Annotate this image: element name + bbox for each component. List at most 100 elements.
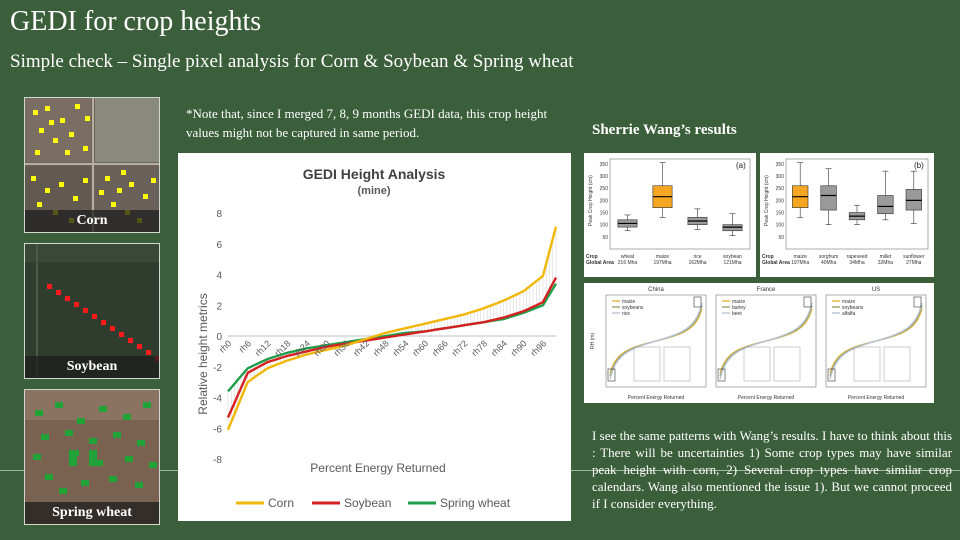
wheat-pixel [113,432,121,438]
y-tick-label: 2 [216,301,222,312]
x-tick-label: rh84 [489,338,509,358]
x-axis-label: Percent Energy Returned [628,395,685,401]
legend-label: Corn [268,496,294,510]
chart-title: GEDI Height Analysis [303,166,446,182]
gedi-chart-panel: GEDI Height Analysis (mine) 8 6 4 2 0 -2 -4 -6 -8 R… [178,153,571,521]
y-tick-label: 100 [600,223,609,229]
soybean-pixel [137,344,142,349]
zoom-box [803,296,812,308]
row-label-crop: Crop [762,254,774,260]
x-tick-label: rh90 [509,338,529,358]
y-axis-label: Peak Crop Height (cm) [588,175,594,226]
thumbnail-caption-wheat: Spring wheat [25,502,159,524]
row-label-area: Global Area [762,260,790,266]
corn-pixel [99,190,104,195]
wheat-satellite-image [25,390,159,524]
series-line-corn [226,226,558,431]
corn-pixel [45,106,50,111]
thumbnail-caption-corn: Corn [25,210,159,232]
zoom-box [827,368,836,382]
wang-figure-c: RH (m) China maize soybeans rice Percent Ener… [584,283,934,403]
box-sunflower [905,189,922,211]
wheat-pixel [149,462,157,468]
x-tick-label: rh48 [371,338,391,358]
y-tick-label: 50 [602,235,608,241]
soybean-pixel [101,320,106,325]
wang-discussion-text: I see the same patterns with Wang’s resu… [592,428,952,511]
y-tick-label: 50 [778,235,784,241]
wheat-pixel [89,438,97,444]
soybean-pixel [146,350,151,355]
corn-pixel [53,138,58,143]
y-tick-label: 250 [600,186,609,192]
y-tick-label: 200 [776,198,785,204]
wang-figure-b: 50 100 150 200 250 300 350 Peak Crop Height (cm… [760,153,934,277]
wheat-pixel [33,454,41,460]
x-tick-label: rh6 [237,338,253,354]
x-axis-label: Percent Energy Returned [848,395,905,401]
crop-label: sorghum [819,254,838,260]
wheat-pixel [137,440,145,446]
wheat-pixel [89,450,97,466]
corn-pixel [83,178,88,183]
wheat-pixel [125,456,133,462]
legend-label: maize [842,299,856,305]
y-tick-label: 300 [600,174,609,180]
corn-pixel [111,202,116,207]
x-tick-label: rh78 [469,338,489,358]
thumbnail-caption-soybean: Soybean [25,356,159,378]
x-tick-label: rh66 [430,338,450,358]
y-axis-label: Relative height metrics [196,293,210,414]
corn-pixel [129,182,134,187]
corn-pixel [117,188,122,193]
series-line-spring-wheat [227,283,558,393]
corn-pixel [31,176,36,181]
soybean-pixel [110,326,115,331]
wang-figure-a: 50 100 150 200 250 300 350 Peak Crop Height (cm… [584,153,756,277]
wang-boxplot-b: 50 100 150 200 250 300 350 Peak Crop Height (cm… [762,158,929,266]
y-tick-label: 250 [776,186,785,192]
wheat-pixel [65,430,73,436]
y-tick-label: 300 [776,174,785,180]
wheat-pixel [123,414,131,420]
zoom-box [717,368,726,382]
inset-box [883,346,911,382]
wheat-pixel [77,418,85,424]
soybean-pixel [128,338,133,343]
corn-pixel [83,146,88,151]
legend-label: rice [622,311,630,317]
wheat-thumbnail: Spring wheat [24,389,160,525]
area-label: 162Mha [688,260,706,266]
corn-pixel [33,110,38,115]
panel-title: France [757,287,776,293]
panel-title: China [648,287,664,293]
wheat-pixel [99,406,107,412]
legend-label: Soybean [344,496,391,510]
box-soybean [722,224,743,232]
y-tick-label: -8 [213,455,222,466]
area-label: 27Mha [906,260,922,266]
y-tick-label: 4 [216,271,222,282]
corn-pixel [105,176,110,181]
x-tick-label: rh30 [312,338,332,358]
plot-frame [785,158,929,250]
plot-frame [609,158,751,250]
zoom-box [607,368,616,382]
y-axis-label: Peak Crop Height (cm) [764,175,770,226]
y-tick-label: 350 [600,162,609,168]
crop-label: rice [693,254,701,260]
corn-pixel [73,196,78,201]
y-tick-label: 0 [216,332,222,343]
soybean-pixel [65,296,70,301]
wheat-pixel [55,402,63,408]
x-tick-label: rh12 [253,338,273,358]
soybean-pixel [74,302,79,307]
row-label-crop: Crop [586,254,598,260]
legend-label: Spring wheat [440,496,511,510]
field-patch [25,390,159,420]
gedi-height-chart: GEDI Height Analysis (mine) 8 6 4 2 0 -2 -4 -6 -8 R… [196,166,558,510]
rh-curve [829,302,923,380]
rh-curve [719,302,813,380]
soybean-pixel [119,332,124,337]
